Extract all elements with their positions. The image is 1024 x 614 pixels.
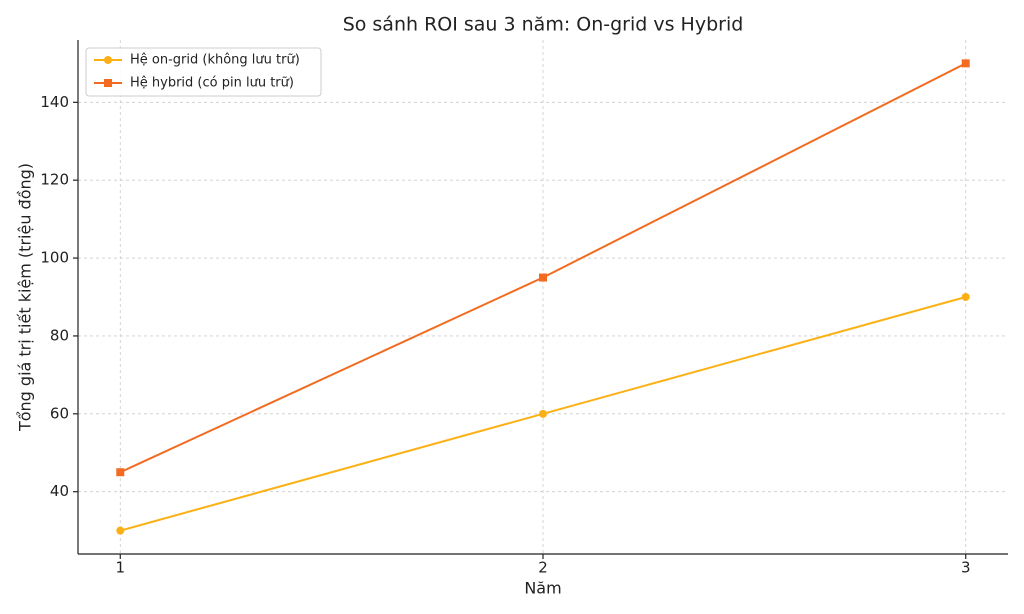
legend-box xyxy=(85,47,322,97)
x-tick-label: 1 xyxy=(115,559,125,577)
y-tick-label: 120 xyxy=(40,171,69,189)
x-tick-label: 2 xyxy=(538,559,548,577)
marker xyxy=(116,468,125,477)
y-axis-label: Tổng giá trị tiết kiệm (triệu đồng) xyxy=(16,163,35,432)
chart-title: So sánh ROI sau 3 năm: On-grid vs Hybrid xyxy=(343,14,744,36)
y-tick-label: 140 xyxy=(40,93,69,111)
marker xyxy=(116,526,125,535)
legend-label: Hệ hybrid (có pin lưu trữ) xyxy=(130,76,294,91)
marker xyxy=(539,273,547,282)
x-axis-label: Năm xyxy=(524,579,561,598)
y-tick-label: 80 xyxy=(50,326,69,344)
marker xyxy=(539,409,547,418)
y-tick-label: 100 xyxy=(40,249,69,267)
marker xyxy=(961,293,970,301)
marker xyxy=(961,59,970,68)
legend-label: Hệ on-grid (không lưu trữ) xyxy=(130,53,300,68)
marker xyxy=(104,56,112,64)
marker xyxy=(104,79,112,87)
y-tick-label: 60 xyxy=(50,404,69,422)
x-tick-label: 3 xyxy=(961,559,971,577)
y-tick-label: 40 xyxy=(50,482,69,500)
